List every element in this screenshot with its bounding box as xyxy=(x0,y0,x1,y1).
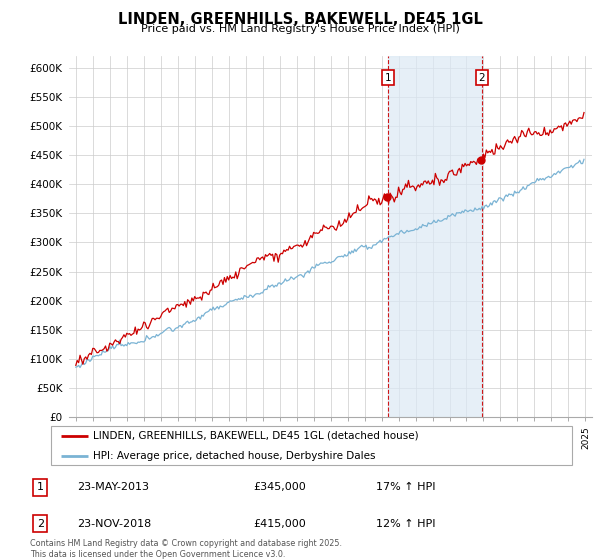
FancyBboxPatch shape xyxy=(50,426,572,465)
Text: 2: 2 xyxy=(478,73,485,83)
Text: Contains HM Land Registry data © Crown copyright and database right 2025.
This d: Contains HM Land Registry data © Crown c… xyxy=(30,539,342,559)
Text: 23-NOV-2018: 23-NOV-2018 xyxy=(77,519,152,529)
Bar xyxy=(388,56,482,417)
Text: £345,000: £345,000 xyxy=(253,482,306,492)
Text: 1: 1 xyxy=(385,73,391,83)
Text: 17% ↑ HPI: 17% ↑ HPI xyxy=(376,482,436,492)
Text: LINDEN, GREENHILLS, BAKEWELL, DE45 1GL (detached house): LINDEN, GREENHILLS, BAKEWELL, DE45 1GL (… xyxy=(93,431,419,441)
Text: 12% ↑ HPI: 12% ↑ HPI xyxy=(376,519,436,529)
Text: LINDEN, GREENHILLS, BAKEWELL, DE45 1GL: LINDEN, GREENHILLS, BAKEWELL, DE45 1GL xyxy=(118,12,482,27)
Text: 2: 2 xyxy=(37,519,44,529)
Text: 1: 1 xyxy=(37,482,44,492)
Text: Price paid vs. HM Land Registry's House Price Index (HPI): Price paid vs. HM Land Registry's House … xyxy=(140,24,460,34)
Text: £415,000: £415,000 xyxy=(253,519,306,529)
Text: HPI: Average price, detached house, Derbyshire Dales: HPI: Average price, detached house, Derb… xyxy=(93,451,376,461)
Text: 23-MAY-2013: 23-MAY-2013 xyxy=(77,482,149,492)
